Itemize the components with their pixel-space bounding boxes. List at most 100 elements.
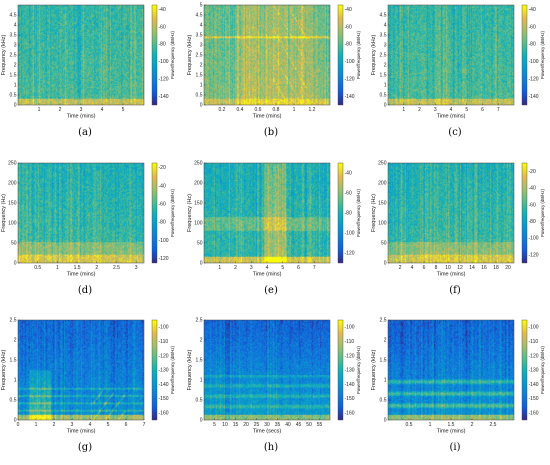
y-tick-label: 5 (200, 3, 203, 9)
x-axis-label: Time (mins) (437, 429, 466, 435)
colorbar-tick-label: -140 (159, 382, 169, 388)
x-tick-label: 2 (399, 265, 402, 271)
y-tick-label: 0 (384, 261, 387, 267)
y-tick-label: 4.5 (10, 13, 17, 19)
y-axis-label: Frequency (kHz) (1, 35, 7, 76)
y-tick-label: 0.5 (196, 398, 203, 404)
y-tick-label: 1.5 (10, 73, 17, 79)
colorbar-tick-label: -100 (159, 238, 169, 244)
colorbar-label: Power/frequency (dB/Hz) (170, 30, 175, 79)
colorbar-tick-label: -60 (345, 24, 352, 30)
y-tick-label: 2.5 (10, 53, 17, 59)
y-tick-label: 200 (8, 181, 17, 187)
y-tick-label: 4.5 (196, 13, 203, 19)
y-tick-label: 2 (200, 63, 203, 69)
colorbar-tick-label: -40 (345, 7, 352, 13)
x-tick-label: 7 (313, 265, 316, 271)
x-tick-label: 7 (143, 422, 146, 428)
colorbar-frame (337, 4, 344, 106)
colorbar-tick-label: -20 (529, 169, 536, 175)
y-axis-label: Frequency (Hz) (371, 194, 377, 232)
x-tick-label: 4 (101, 107, 104, 113)
colorbar-frame (521, 162, 528, 264)
y-tick-label: 4 (200, 23, 203, 29)
plot-frame (387, 162, 515, 264)
colorbar-tick-label: -120 (345, 251, 355, 257)
y-axis-label: Frequency (kHz) (371, 350, 377, 391)
colorbar-tick-label: -140 (529, 94, 539, 100)
colorbar-frame (151, 162, 158, 264)
colorbar-tick-label: -40 (529, 186, 536, 192)
y-tick-label: 0.5 (196, 93, 203, 99)
colorbar-tick-label: -160 (345, 410, 355, 416)
panel-caption: (e) (264, 285, 278, 296)
spectrogram-panel: 1 2 3 4 5 6 7 0 0.5 1 1.5 2 2.5 3 3.5 4 4.5 Time (mins) Fr… (370, 0, 550, 150)
x-tick-label: 4 (411, 265, 414, 271)
colorbar-tick-label: -100 (345, 59, 355, 65)
x-axis-label: Time (mins) (437, 272, 466, 278)
colorbar-tick-label: -60 (345, 191, 352, 197)
y-tick-label: 100 (8, 221, 17, 227)
y-tick-label: 0.5 (10, 398, 17, 404)
y-axis-label: Frequency (kHz) (187, 35, 193, 76)
colorbar-tick-label: -80 (159, 42, 166, 48)
x-tick-label: 15 (233, 422, 239, 428)
y-tick-label: 2.5 (380, 318, 387, 324)
spectrogram-heatmap (388, 320, 514, 420)
colorbar-label: Power/frequency (dB/Hz) (540, 188, 545, 237)
plot-frame (17, 319, 145, 421)
x-tick-label: 10 (445, 265, 451, 271)
x-tick-label: 16 (481, 265, 487, 271)
colorbar-label: Power/frequency (dB/Hz) (540, 345, 545, 394)
y-tick-label: 4 (14, 23, 17, 29)
colorbar-label: Power/frequency (dB/Hz) (540, 30, 545, 79)
colorbar-frame (521, 319, 528, 421)
y-tick-label: 0 (14, 103, 17, 109)
y-axis-label: Frequency (Hz) (187, 194, 193, 232)
x-tick-label: 1.5 (74, 265, 81, 271)
x-tick-label: 45 (296, 422, 302, 428)
y-tick-label: 250 (378, 161, 387, 167)
colorbar-frame (151, 319, 158, 421)
colorbar-tick-label: -150 (529, 396, 539, 402)
colorbar-tick-label: -100 (159, 325, 169, 331)
colorbar-tick-label: -40 (159, 183, 166, 189)
y-tick-label: 250 (8, 161, 17, 167)
y-tick-label: 1.5 (10, 358, 17, 364)
x-tick-label: 3 (71, 422, 74, 428)
panel-caption: (c) (448, 127, 462, 138)
y-tick-label: 1.5 (380, 358, 387, 364)
y-tick-label: 0 (14, 418, 17, 424)
x-tick-label: 6 (125, 422, 128, 428)
colorbar-tick-label: -100 (159, 59, 169, 65)
x-axis-label: Time (mins) (253, 272, 282, 278)
colorbar (522, 163, 527, 263)
colorbar-tick-label: -60 (159, 202, 166, 208)
x-tick-label: 50 (306, 422, 312, 428)
x-tick-label: 4 (89, 422, 92, 428)
colorbar-tick-label: -60 (159, 24, 166, 30)
colorbar (338, 163, 343, 263)
colorbar-tick-label: -100 (345, 325, 355, 331)
x-tick-label: 2 (59, 107, 62, 113)
y-tick-label: 150 (194, 201, 203, 207)
x-tick-label: 6 (423, 265, 426, 271)
y-tick-label: 150 (378, 201, 387, 207)
colorbar-tick-label: -110 (345, 339, 355, 345)
colorbar (338, 5, 343, 105)
x-tick-label: 2.5 (490, 422, 497, 428)
spectrogram-heatmap (18, 320, 144, 420)
panel-caption: (b) (263, 127, 279, 138)
y-tick-label: 2 (14, 63, 17, 69)
spectrogram-heatmap (388, 163, 514, 263)
spectrogram-panel: 2 4 6 8 10 12 14 16 18 20 0 50 100 150 200 250 Time (min… (370, 158, 550, 308)
spectrogram-panel: 0.5 1 1.5 2 2.5 3 0 50 100 150 200 250 Time (mins) Fr… (0, 158, 180, 308)
colorbar-tick-label: -80 (345, 42, 352, 48)
colorbar-tick-label: -150 (159, 396, 169, 402)
plot-frame (17, 162, 145, 264)
y-tick-label: 3.5 (10, 33, 17, 39)
x-tick-label: 30 (264, 422, 270, 428)
colorbar (338, 320, 343, 420)
y-tick-label: 0 (200, 418, 203, 424)
y-tick-label: 1.5 (196, 73, 203, 79)
